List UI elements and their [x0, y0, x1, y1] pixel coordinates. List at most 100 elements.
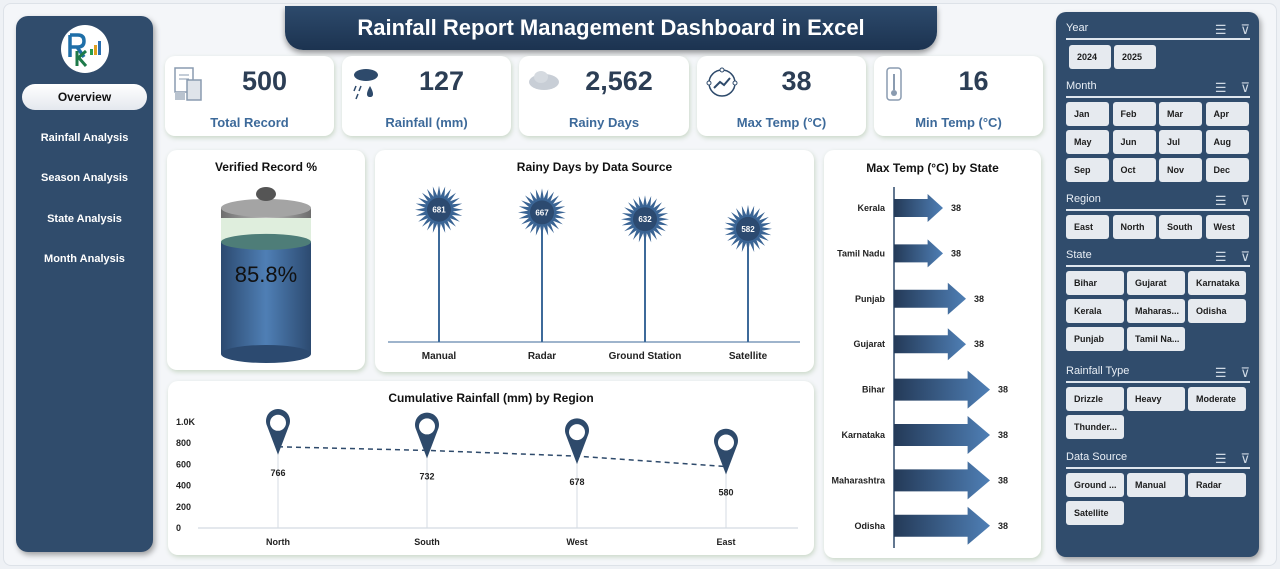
slicer-item[interactable]: Sep: [1066, 158, 1109, 182]
nav-state-analysis[interactable]: State Analysis: [47, 213, 122, 225]
clear-filter-icon[interactable]: ⊽: [1240, 451, 1250, 466]
arrow-bar: [894, 194, 943, 222]
invoice-calculator-icon: [174, 67, 202, 101]
slicer-item[interactable]: Heavy: [1127, 387, 1185, 411]
slicer-item[interactable]: North: [1112, 215, 1156, 239]
y-tick-label: Maharashtra: [831, 475, 886, 485]
page-title: Rainfall Report Management Dashboard in …: [285, 6, 937, 50]
logo: [61, 25, 109, 73]
nav-month-analysis[interactable]: Month Analysis: [44, 253, 125, 265]
slicer-item[interactable]: Feb: [1112, 102, 1156, 126]
slicer-title: Month: [1066, 80, 1097, 92]
slicer-item[interactable]: Tamil Na...: [1127, 327, 1185, 351]
rainy-days-plot: 681 Manual 667 Radar 632 Ground Station 582 Sat…: [388, 185, 800, 362]
slicer-item[interactable]: Jul: [1159, 130, 1202, 154]
gauge-fill-top: [221, 233, 311, 250]
kpi-value: 16: [958, 66, 989, 96]
slicer-title: Year: [1066, 22, 1089, 34]
kpi-total-record: 500 Total Record: [165, 56, 334, 136]
nav-overview[interactable]: Overview: [22, 84, 147, 110]
chart-title: Max Temp (°C) by State: [866, 161, 999, 175]
multi-select-icon[interactable]: ☰: [1214, 80, 1227, 95]
chart-title: Cumulative Rainfall (mm) by Region: [388, 391, 594, 405]
slicer-header-data-source: Data Source ☰ ⊽: [1066, 451, 1250, 469]
battery-gauge: [221, 187, 311, 363]
data-label: 632: [638, 215, 652, 224]
arrow-bar: [894, 282, 966, 315]
kpi-rainfall: 127 Rainfall (mm): [342, 56, 511, 136]
verified-record-card: Verified Record % 85.8%: [167, 150, 365, 370]
slicer-item[interactable]: Satellite: [1066, 501, 1124, 525]
multi-select-icon[interactable]: ☰: [1214, 451, 1227, 466]
slicer-item[interactable]: 2025: [1114, 45, 1156, 69]
slicer-item[interactable]: Kerala: [1066, 299, 1124, 323]
clear-filter-icon[interactable]: ⊽: [1240, 249, 1250, 264]
slicer-item[interactable]: Gujarat: [1127, 271, 1185, 295]
gauge-fill: [221, 241, 311, 354]
slicer-header-icons: ☰ ⊽: [1215, 80, 1250, 96]
slicer-item[interactable]: Odisha: [1188, 299, 1246, 323]
y-tick-label: Bihar: [862, 385, 886, 395]
y-tick-label: 600: [176, 459, 191, 469]
pin-hole: [270, 414, 286, 431]
kpi-label: Max Temp (°C): [736, 115, 827, 130]
slicer-title: State: [1066, 249, 1092, 261]
multi-select-icon[interactable]: ☰: [1214, 249, 1227, 264]
slicer-item[interactable]: West: [1205, 215, 1249, 239]
slicer-item[interactable]: Bihar: [1066, 271, 1124, 295]
data-label: 38: [974, 294, 984, 304]
slicer-item[interactable]: Aug: [1205, 130, 1249, 154]
slicer-item[interactable]: Moderate: [1188, 387, 1246, 411]
cumulative-rainfall-plot: 0 200 400 600 800 1.0K 766 North 732 South 678 West…: [176, 409, 798, 547]
arrow-bar: [894, 416, 990, 454]
slicer-item[interactable]: Drizzle: [1066, 387, 1124, 411]
x-tick-label: Radar: [528, 351, 556, 362]
series-line: [277, 446, 727, 468]
slicer-header-icons: ☰ ⊽: [1215, 193, 1250, 209]
clear-filter-icon[interactable]: ⊽: [1240, 22, 1250, 37]
slicer-item[interactable]: Apr: [1205, 102, 1249, 126]
slicer-item[interactable]: Radar: [1188, 473, 1246, 497]
data-label: 38: [951, 248, 961, 258]
clear-filter-icon[interactable]: ⊽: [1240, 365, 1250, 380]
slicer-title: Region: [1066, 193, 1101, 205]
clear-filter-icon[interactable]: ⊽: [1240, 80, 1250, 95]
data-label: 667: [535, 208, 549, 217]
slicer-item[interactable]: Nov: [1159, 158, 1202, 182]
slicer-item[interactable]: Maharas...: [1127, 299, 1185, 323]
slicer-header-state: State ☰ ⊽: [1066, 249, 1250, 267]
slicer-item[interactable]: Manual: [1127, 473, 1185, 497]
y-tick-label: Punjab: [855, 294, 886, 304]
slicer-item[interactable]: Thunder...: [1066, 415, 1124, 439]
clear-filter-icon[interactable]: ⊽: [1240, 193, 1250, 208]
sidebar: Overview Rainfall Analysis Season Analys…: [16, 16, 153, 552]
kpi-label: Total Record: [210, 115, 289, 130]
slicer-item[interactable]: 2024: [1069, 45, 1111, 69]
kpi-value: 38: [781, 66, 812, 96]
thermometer-icon: [886, 67, 902, 101]
slicer-item[interactable]: May: [1066, 130, 1109, 154]
slicer-header-icons: ☰ ⊽: [1215, 249, 1250, 265]
nav-season-analysis[interactable]: Season Analysis: [40, 172, 129, 184]
slicer-item[interactable]: Punjab: [1066, 327, 1124, 351]
slicer-header-icons: ☰ ⊽: [1215, 365, 1250, 381]
slicer-item[interactable]: South: [1159, 215, 1202, 239]
data-label: 38: [998, 521, 1008, 531]
slicer-item[interactable]: Ground ...: [1066, 473, 1124, 497]
kpi-max-temp: 38 Max Temp (°C): [697, 56, 866, 136]
multi-select-icon[interactable]: ☰: [1214, 22, 1227, 37]
kpi-value: 2,562: [585, 66, 653, 96]
nav-rainfall-analysis[interactable]: Rainfall Analysis: [40, 132, 129, 144]
slicer-item[interactable]: Mar: [1159, 102, 1202, 126]
data-label: 38: [998, 430, 1008, 440]
slicer-item[interactable]: Jun: [1112, 130, 1156, 154]
slicer-item[interactable]: Oct: [1112, 158, 1156, 182]
slicer-item[interactable]: Jan: [1066, 102, 1109, 126]
slicer-item[interactable]: Dec: [1205, 158, 1249, 182]
multi-select-icon[interactable]: ☰: [1214, 193, 1227, 208]
slicer-item[interactable]: East: [1066, 215, 1109, 239]
slicer-item[interactable]: Karnataka: [1188, 271, 1246, 295]
multi-select-icon[interactable]: ☰: [1214, 365, 1227, 380]
slicer-header-rainfall-type: Rainfall Type ☰ ⊽: [1066, 365, 1250, 383]
y-tick-label: Karnataka: [841, 430, 886, 440]
